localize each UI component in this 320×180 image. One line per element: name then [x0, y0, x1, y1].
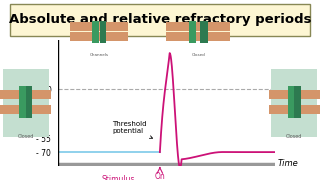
Bar	[0, 90, 51, 99]
Bar	[288, 86, 294, 118]
Text: Stimulus: Stimulus	[102, 175, 135, 180]
Bar	[166, 32, 230, 41]
Bar	[92, 21, 99, 44]
Bar	[269, 90, 320, 99]
Bar	[166, 22, 230, 31]
FancyBboxPatch shape	[3, 69, 49, 137]
Text: Closed: Closed	[286, 134, 303, 139]
Bar	[70, 22, 128, 31]
Bar	[0, 105, 51, 114]
FancyBboxPatch shape	[10, 4, 310, 36]
Bar	[189, 21, 196, 44]
Text: Threshold
potential: Threshold potential	[112, 121, 153, 138]
Text: Absolute and relative refractory periods: Absolute and relative refractory periods	[9, 13, 311, 26]
Bar	[70, 32, 128, 41]
FancyBboxPatch shape	[271, 69, 317, 137]
Bar	[200, 21, 208, 44]
Bar	[100, 21, 106, 44]
Text: Time: Time	[277, 159, 298, 168]
Bar	[20, 86, 26, 118]
Text: On: On	[155, 172, 165, 180]
Text: Channels: Channels	[90, 53, 109, 57]
Text: Closed: Closed	[192, 53, 205, 57]
Text: Closed: Closed	[17, 134, 34, 139]
Bar	[26, 86, 32, 118]
Bar	[269, 105, 320, 114]
Bar	[294, 86, 300, 118]
